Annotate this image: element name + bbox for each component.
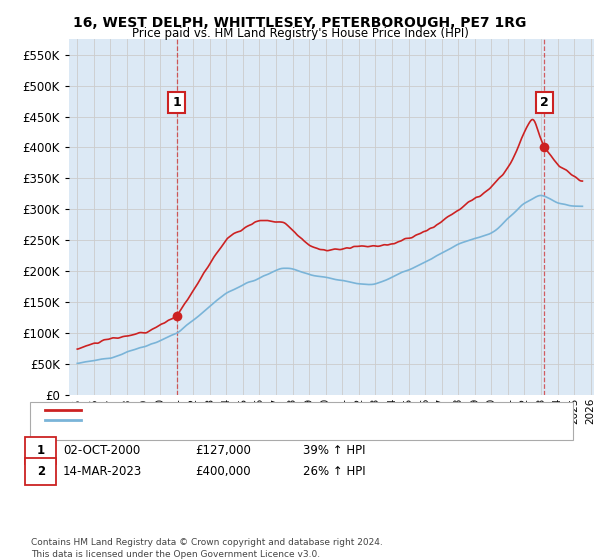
Text: 14-MAR-2023: 14-MAR-2023 <box>63 465 142 478</box>
Text: 1: 1 <box>37 444 45 458</box>
Text: £127,000: £127,000 <box>195 444 251 458</box>
Text: £400,000: £400,000 <box>195 465 251 478</box>
Text: 02-OCT-2000: 02-OCT-2000 <box>63 444 140 458</box>
Text: 2: 2 <box>540 96 548 109</box>
Text: 16, WEST DELPH, WHITTLESEY, PETERBOROUGH, PE7 1RG (detached house): 16, WEST DELPH, WHITTLESEY, PETERBOROUGH… <box>84 405 503 415</box>
Text: 26% ↑ HPI: 26% ↑ HPI <box>303 465 365 478</box>
Text: 16, WEST DELPH, WHITTLESEY, PETERBOROUGH, PE7 1RG: 16, WEST DELPH, WHITTLESEY, PETERBOROUGH… <box>73 16 527 30</box>
Text: 1: 1 <box>172 96 181 109</box>
Text: HPI: Average price, detached house, Fenland: HPI: Average price, detached house, Fenl… <box>84 415 329 425</box>
Text: 2: 2 <box>37 465 45 478</box>
Text: Contains HM Land Registry data © Crown copyright and database right 2024.
This d: Contains HM Land Registry data © Crown c… <box>31 538 383 559</box>
Text: Price paid vs. HM Land Registry's House Price Index (HPI): Price paid vs. HM Land Registry's House … <box>131 27 469 40</box>
Text: 39% ↑ HPI: 39% ↑ HPI <box>303 444 365 458</box>
